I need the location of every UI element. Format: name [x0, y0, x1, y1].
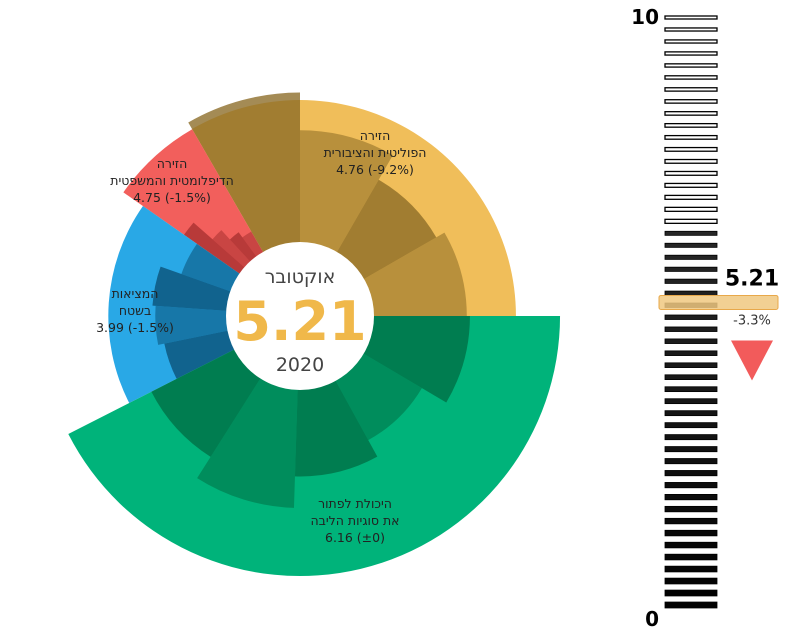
gauge-down-arrow-icon	[731, 340, 773, 381]
scale-bar	[664, 434, 718, 441]
scale-bar	[664, 111, 718, 116]
scale-gauge: 10 0 5.21 -3.3%	[631, 5, 779, 631]
scale-bar	[664, 158, 718, 164]
scale-bar	[664, 51, 718, 56]
scale-bar	[664, 458, 718, 465]
subsegment-resolve-0	[356, 316, 470, 403]
scale-bar	[664, 470, 718, 477]
scale-bar	[664, 410, 718, 417]
scale-bar	[664, 242, 718, 248]
segment-label-diplomatic: הזירה הדיפלומטית והמשפטית 4.75 (-1.5%)	[110, 156, 234, 205]
subsegment-political-0	[188, 92, 300, 259]
center-month: אוקטובר	[265, 266, 336, 288]
scale-bar	[664, 362, 718, 368]
gauge-change: -3.3%	[733, 313, 771, 328]
scale-max-label: 10	[631, 5, 659, 29]
segment-label-line: 4.75 (-1.5%)	[133, 190, 211, 205]
subsegment-resolve-4	[151, 345, 265, 457]
subsegment-field-0	[164, 329, 242, 379]
segment-label-line: 6.16 (±0)	[325, 530, 385, 545]
segment-label-line: הזירה	[157, 156, 188, 171]
scale-bar	[664, 589, 718, 597]
scale-bar	[664, 134, 718, 140]
center-year: 2020	[276, 354, 324, 376]
scale-bar	[664, 27, 718, 32]
scale-bars	[664, 15, 718, 609]
subsegment-field-3	[181, 243, 246, 294]
scale-bar	[664, 194, 718, 200]
segment-label-line: את סוגיות הליבה	[310, 513, 399, 528]
scale-bar	[664, 230, 718, 236]
segment-label-line: בשטח	[119, 303, 151, 318]
scale-bar	[664, 99, 718, 104]
subsegment-political-2	[333, 179, 437, 283]
scale-bar	[664, 422, 718, 429]
scale-bar	[664, 493, 718, 501]
scale-bar	[664, 517, 718, 525]
segment-label-line: היכולת לפתור	[318, 496, 392, 511]
segment-label-line: הדיפלומטית והמשפטית	[110, 173, 234, 188]
scale-bar	[664, 326, 718, 332]
scale-bar	[664, 565, 718, 573]
scale-bar	[664, 170, 718, 176]
scale-bar	[664, 350, 718, 356]
scale-min-label: 0	[645, 607, 659, 631]
subsegment-field-2	[152, 266, 238, 312]
scale-bar	[664, 206, 718, 212]
segment-label-line: 4.76 (-9.2%)	[336, 162, 414, 177]
subsegment-diplomatic-0	[184, 222, 251, 279]
gauge-marker-band	[658, 294, 779, 310]
segment-label-line: המציאות	[112, 286, 159, 301]
subsegment-field-1	[155, 305, 236, 345]
segments-layer	[68, 92, 561, 577]
center-disc: אוקטובר 5.21 2020	[226, 242, 374, 390]
scale-bar	[664, 505, 718, 513]
scale-bar	[664, 122, 718, 128]
scale-bar	[664, 182, 718, 188]
segment-label-line: 3.99 (-1.5%)	[96, 320, 174, 335]
scale-bar	[664, 278, 718, 284]
scale-bar	[664, 290, 718, 296]
scale-bar	[664, 75, 718, 80]
segment-label-line: הפוליטית והציבורית	[324, 145, 427, 160]
scale-bar	[664, 529, 718, 537]
scale-bar	[664, 601, 718, 609]
subsegment-resolve-2	[294, 373, 378, 477]
segment-label-resolve: היכולת לפתור את סוגיות הליבה 6.16 (±0)	[310, 496, 399, 545]
scale-bar	[664, 553, 718, 561]
scale-bar	[664, 398, 718, 405]
gauge-value: 5.21	[725, 266, 779, 291]
scale-bar	[664, 218, 718, 224]
subsegment-diplomatic-1	[212, 230, 256, 273]
scale-bar	[664, 314, 718, 320]
subsegment-resolve-1	[331, 349, 422, 441]
scale-bar	[664, 577, 718, 585]
segment-label-field: המציאות בשטח 3.99 (-1.5%)	[96, 286, 174, 335]
subsegment-resolve-3	[197, 371, 298, 508]
subsegment-political-3	[357, 232, 467, 316]
scale-bar	[664, 266, 718, 272]
subsegment-political-1	[300, 130, 393, 259]
subsegment-diplomatic-2	[229, 232, 261, 268]
labels-layer: הזירה הפוליטית והציבורית 4.76 (-9.2%)הזירה…	[96, 128, 426, 545]
scale-bar	[664, 482, 718, 489]
scale-bar	[664, 146, 718, 152]
scale-bar	[664, 63, 718, 68]
scale-bar	[664, 386, 718, 393]
scale-bar	[664, 254, 718, 260]
scale-bar	[664, 15, 718, 20]
scale-bar	[664, 338, 718, 344]
scale-bar	[664, 39, 718, 44]
scale-bar	[664, 541, 718, 549]
segment-label-line: הזירה	[360, 128, 391, 143]
segment-label-political: הזירה הפוליטית והציבורית 4.76 (-9.2%)	[324, 128, 427, 177]
scale-bar	[664, 446, 718, 453]
scale-bar	[664, 87, 718, 92]
scale-bar	[664, 374, 718, 380]
center-value: 5.21	[233, 290, 366, 353]
